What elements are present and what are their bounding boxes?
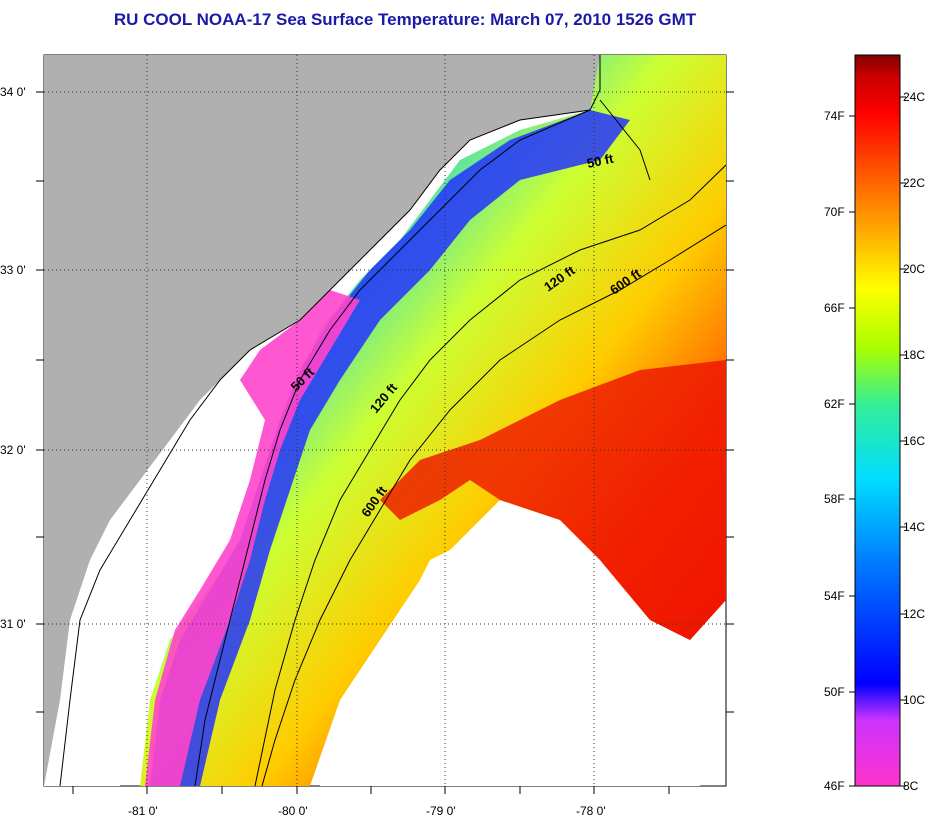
contour-120ft (254, 164, 726, 786)
lat-label: 31 0' (0, 617, 26, 631)
colorbar-c-label: 18C (903, 348, 926, 362)
colorbar-c-label: 24C (903, 90, 926, 104)
colorbar-c-label: 16C (903, 434, 926, 448)
contour-50ft (194, 99, 651, 786)
graticule (44, 55, 726, 786)
lon-label: -78 0' (576, 804, 606, 818)
colorbar-f-label: 54F (824, 589, 845, 603)
contour-label: 50 ft (586, 151, 616, 171)
colorbar-c-label: 14C (903, 520, 926, 534)
colorbar-f-label: 58F (824, 492, 845, 506)
colorbar-f-label: 62F (824, 397, 845, 411)
colorbar-c-label: 8C (903, 779, 919, 793)
colorbar-c-label: 20C (903, 262, 926, 276)
lon-label: -80 0' (278, 804, 308, 818)
colorbar-c-label: 22C (903, 176, 926, 190)
no-data-area (320, 520, 700, 786)
colorbar-c-label: 12C (903, 607, 926, 621)
map-title: RU COOL NOAA-17 Sea Surface Temperature:… (113, 10, 697, 29)
colorbar-f-label: 70F (824, 205, 845, 219)
colorbar-f-label: 50F (824, 685, 845, 699)
lon-label: -79 0' (426, 804, 456, 818)
lat-label: 32 0' (0, 443, 26, 457)
lat-label: 34 0' (0, 85, 26, 99)
warm-offshore-patch (380, 360, 726, 640)
colorbar-f-label: 66F (824, 301, 845, 315)
pink-nearshore-band (145, 290, 360, 786)
no-data-area (44, 370, 240, 786)
contour-600ft (261, 224, 726, 786)
colorbar (854, 54, 901, 787)
colorbar-f-label: 46F (824, 779, 845, 793)
colorbar-c-label: 10C (903, 693, 926, 707)
axis-ticks (36, 91, 734, 794)
cold-nearshore-band (150, 110, 630, 786)
lon-label: -81 0' (128, 804, 158, 818)
coastline (59, 55, 601, 786)
lat-label: 33 0' (0, 263, 26, 277)
sst-field (140, 55, 726, 786)
colorbar-f-label: 74F (824, 109, 845, 123)
colorbar-ticks (849, 96, 906, 787)
land-area (44, 55, 600, 786)
